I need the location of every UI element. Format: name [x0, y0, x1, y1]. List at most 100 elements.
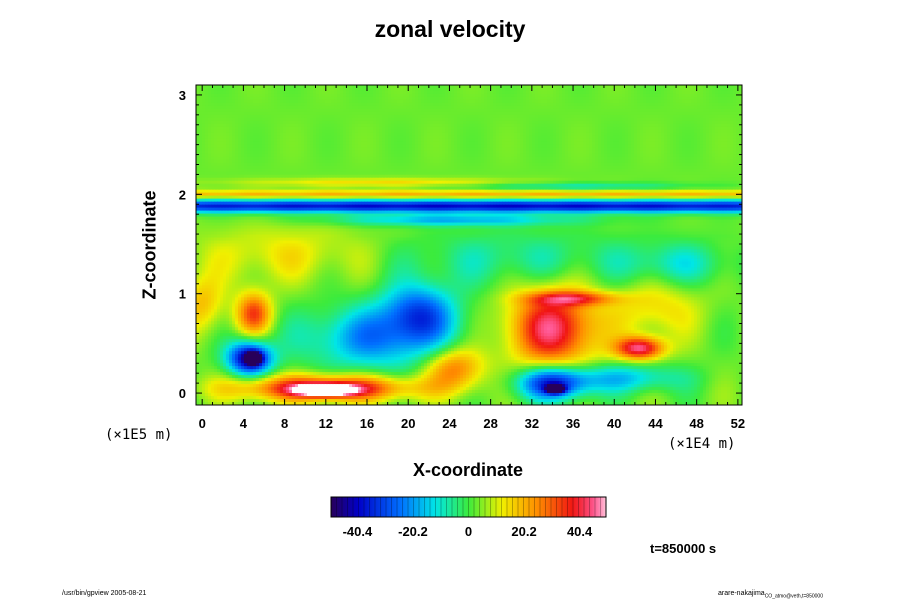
heatmap-cell — [427, 129, 431, 134]
heatmap-cell — [526, 156, 530, 161]
heatmap-cell — [499, 147, 503, 152]
heatmap-cell — [460, 135, 464, 140]
heatmap-cell — [469, 144, 473, 149]
heatmap-cell — [661, 102, 665, 107]
heatmap-cell — [574, 114, 578, 119]
heatmap-cell — [391, 105, 395, 110]
heatmap-cell — [415, 141, 419, 146]
heatmap-cell — [364, 141, 368, 146]
heatmap-cell — [271, 153, 275, 158]
heatmap-cell — [481, 153, 485, 158]
heatmap-cell — [613, 96, 617, 101]
heatmap-cell — [325, 120, 329, 125]
heatmap-cell — [295, 153, 299, 158]
heatmap-cell — [289, 150, 293, 155]
heatmap-cell — [379, 126, 383, 131]
heatmap-cell — [628, 102, 632, 107]
heatmap-cell — [220, 129, 224, 134]
heatmap-cell — [352, 135, 356, 140]
heatmap-cell — [229, 135, 233, 140]
heatmap-cell — [640, 132, 644, 137]
heatmap-cell — [280, 159, 284, 164]
heatmap-cell — [433, 141, 437, 146]
heatmap-cell — [541, 87, 545, 92]
heatmap-cell — [211, 108, 215, 113]
heatmap-cell — [661, 108, 665, 113]
heatmap-cell — [730, 129, 734, 134]
heatmap-cell — [229, 93, 233, 98]
heatmap-cell — [367, 138, 371, 143]
heatmap-cell — [487, 144, 491, 149]
heatmap-cell — [451, 105, 455, 110]
heatmap-cell — [265, 111, 269, 116]
heatmap-cell — [430, 117, 434, 122]
heatmap-cell — [376, 111, 380, 116]
heatmap-cell — [511, 126, 515, 131]
heatmap-cell — [439, 144, 443, 149]
heatmap-cell — [475, 105, 479, 110]
heatmap-cell — [643, 114, 647, 119]
heatmap-cell — [196, 141, 200, 146]
heatmap-cell — [625, 141, 629, 146]
heatmap-cell — [355, 153, 359, 158]
heatmap-cell — [277, 162, 281, 167]
heatmap-cell — [262, 120, 266, 125]
heatmap-cell — [403, 138, 407, 143]
heatmap-cell — [406, 102, 410, 107]
heatmap-cell — [271, 96, 275, 101]
heatmap-cell — [466, 129, 470, 134]
heatmap-cell — [295, 99, 299, 104]
heatmap-cell — [505, 114, 509, 119]
heatmap-cell — [508, 108, 512, 113]
heatmap-cell — [211, 141, 215, 146]
heatmap-cell — [313, 123, 317, 128]
heatmap-cell — [499, 108, 503, 113]
heatmap-cell — [511, 114, 515, 119]
heatmap-cell — [313, 96, 317, 101]
heatmap-cell — [271, 129, 275, 134]
heatmap-cell — [412, 126, 416, 131]
heatmap-cell — [205, 138, 209, 143]
heatmap-cell — [301, 93, 305, 98]
heatmap-cell — [268, 108, 272, 113]
heatmap-cell — [430, 153, 434, 158]
heatmap-cell — [556, 99, 560, 104]
heatmap-cell — [268, 111, 272, 116]
heatmap-cell — [598, 126, 602, 131]
heatmap-cell — [640, 93, 644, 98]
heatmap-cell — [520, 159, 524, 164]
heatmap-cell — [565, 156, 569, 161]
heatmap-cell — [568, 105, 572, 110]
heatmap-cell — [235, 144, 239, 149]
heatmap-cell — [592, 105, 596, 110]
heatmap-cell — [244, 144, 248, 149]
heatmap-cell — [307, 117, 311, 122]
heatmap-cell — [406, 105, 410, 110]
heatmap-cell — [283, 114, 287, 119]
heatmap-cell — [370, 120, 374, 125]
heatmap-cell — [262, 99, 266, 104]
heatmap-cell — [730, 93, 734, 98]
heatmap-cell — [433, 99, 437, 104]
heatmap-cell — [730, 99, 734, 104]
heatmap-cell — [625, 138, 629, 143]
heatmap-cell — [298, 120, 302, 125]
heatmap-cell — [205, 111, 209, 116]
heatmap-cell — [358, 108, 362, 113]
heatmap-cell — [295, 105, 299, 110]
heatmap-cell — [400, 85, 404, 89]
heatmap-cell — [382, 114, 386, 119]
heatmap-cell — [241, 117, 245, 122]
heatmap-cell — [499, 90, 503, 95]
heatmap-cell — [595, 108, 599, 113]
heatmap-cell — [238, 99, 242, 104]
heatmap-cell — [322, 90, 326, 95]
heatmap-cell — [226, 159, 230, 164]
heatmap-cell — [664, 87, 668, 92]
heatmap-cell — [664, 144, 668, 149]
heatmap-cell — [724, 156, 728, 161]
heatmap-cell — [598, 120, 602, 125]
heatmap-cell — [232, 159, 236, 164]
heatmap-cell — [649, 90, 653, 95]
heatmap-cell — [229, 102, 233, 107]
